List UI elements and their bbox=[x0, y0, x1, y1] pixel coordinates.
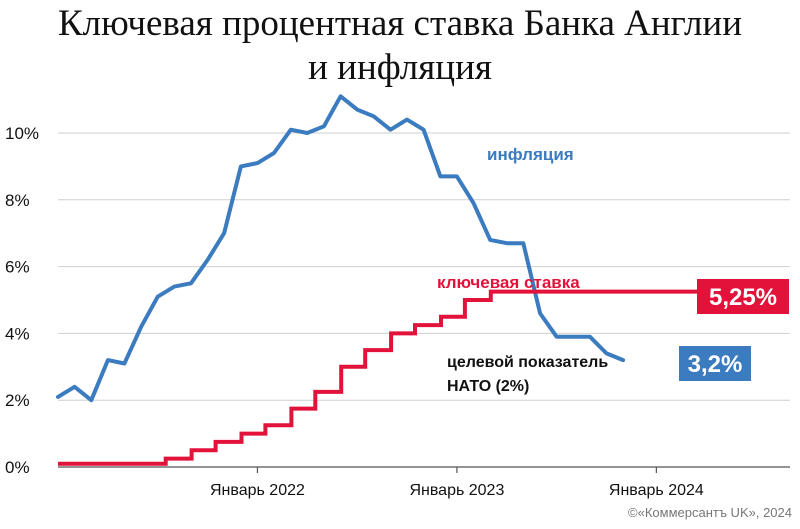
y-tick-label: 2% bbox=[5, 391, 30, 410]
x-tick-label: Январь 2024 bbox=[609, 482, 704, 499]
nato-annotation-line-1: целевой показатель bbox=[447, 354, 608, 371]
y-tick-label: 8% bbox=[5, 191, 30, 210]
y-tick-label: 0% bbox=[5, 458, 30, 477]
chart-title: Ключевая процентная ставка Банка Англии … bbox=[0, 2, 800, 90]
chart-title-line-1: Ключевая процентная ставка Банка Англии bbox=[57, 3, 743, 44]
inflation-value-label: 3,2% bbox=[688, 351, 743, 378]
nato-annotation-line-2: НАТО (2%) bbox=[447, 378, 529, 395]
key-rate-value-label: 5,25% bbox=[709, 284, 777, 311]
key-rate-series-line bbox=[58, 289, 731, 466]
x-tick-label: Январь 2023 bbox=[409, 482, 504, 499]
y-tick-label: 10% bbox=[5, 124, 39, 143]
x-tick-label: Январь 2022 bbox=[210, 482, 305, 499]
y-tick-label: 4% bbox=[5, 324, 30, 343]
inflation-series-label: инфляция bbox=[487, 145, 574, 164]
y-tick-label: 6% bbox=[5, 258, 30, 277]
key-rate-series-label: ключевая ставка bbox=[437, 273, 580, 292]
source-credit: ©«Коммерсантъ UK», 2024 bbox=[628, 505, 792, 520]
key-rate-value-box bbox=[697, 279, 789, 314]
chart-title-line-2: и инфляция bbox=[308, 47, 492, 88]
inflation-value-box bbox=[679, 346, 751, 381]
